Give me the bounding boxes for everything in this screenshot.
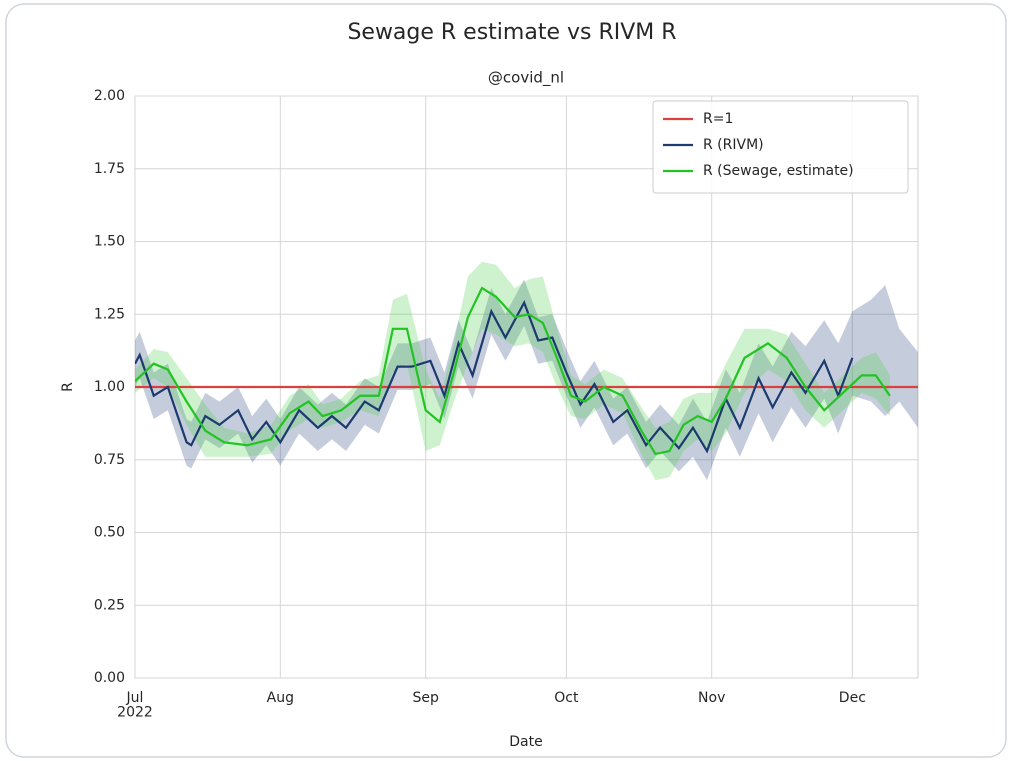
y-tick-label: 1.50 [94, 234, 125, 250]
x-tick-label: Jul 2022 [117, 690, 153, 721]
legend-label: R=1 [703, 111, 733, 127]
y-tick-label: 0.00 [94, 670, 125, 686]
chart-title: Sewage R estimate vs RIVM R [347, 20, 676, 45]
confidence-band [135, 261, 890, 481]
x-tick-label: Oct [554, 690, 579, 706]
x-tick-label: Aug [267, 690, 294, 706]
legend-box [652, 100, 909, 194]
y-axis-label: R [60, 382, 76, 392]
legend-label: R (RIVM) [703, 137, 764, 153]
x-tick-label: Nov [698, 690, 725, 706]
y-tick-label: 1.00 [94, 379, 125, 395]
confidence-band [135, 279, 918, 481]
y-tick-label: 1.25 [94, 306, 125, 322]
y-tick-label: 1.75 [94, 161, 125, 177]
x-axis-label: Date [509, 734, 542, 750]
x-tick-label: Dec [839, 690, 866, 706]
legend-label: R (Sewage, estimate) [703, 163, 854, 179]
y-tick-label: 0.50 [94, 525, 125, 541]
x-tick-label: Sep [412, 690, 439, 706]
y-tick-label: 0.75 [94, 452, 125, 468]
series-line [135, 299, 854, 454]
y-tick-label: 2.00 [94, 88, 125, 104]
y-tick-label: 0.25 [94, 597, 125, 613]
series-line [135, 286, 891, 456]
chart-subtitle: @covid_nl [488, 69, 564, 88]
